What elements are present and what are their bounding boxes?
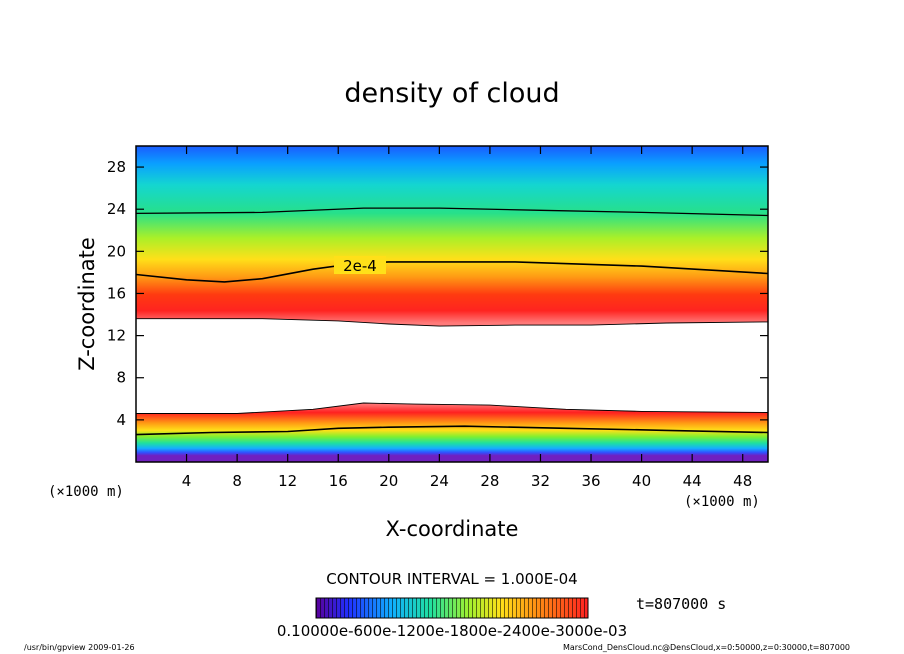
x-tick-label: 20 [379, 472, 398, 490]
x-tick-label: 16 [329, 472, 348, 490]
colorbar-stripes [316, 598, 588, 618]
y-axis: 4 8 12 16 20 24 28 [107, 158, 768, 429]
lower-contour-line [136, 425, 768, 436]
upper-cloud-layer [136, 146, 768, 327]
y-tick-label: 20 [107, 242, 126, 260]
x-tick-label: 36 [581, 472, 600, 490]
x-unit-left: (×1000 m) [48, 484, 124, 500]
y-tick-label: 4 [116, 411, 126, 429]
time-text: t=807000 s [636, 595, 726, 613]
x-axis: 4 8 12 16 20 24 28 32 36 40 44 48 [182, 146, 752, 490]
upper-cloud-bottom-boundary [136, 318, 768, 327]
plot-area [136, 146, 768, 462]
contour-label: 2e-4 [343, 257, 377, 275]
contour-interval-text: CONTOUR INTERVAL = 1.000E-04 [326, 570, 577, 588]
x-tick-label: 28 [480, 472, 499, 490]
footer-right: MarsCond_DensCloud.nc@DensCloud,x=0:5000… [563, 643, 850, 652]
x-tick-label: 8 [232, 472, 242, 490]
y-tick-label: 12 [107, 327, 126, 345]
y-tick-label: 8 [116, 369, 126, 387]
lower-cloud-top-boundary [136, 402, 768, 414]
plot-frame [135, 145, 769, 463]
x-tick-label: 24 [430, 472, 449, 490]
y-axis-label: Z-coordinate [75, 237, 99, 371]
y-tick-label: 24 [107, 200, 126, 218]
y-tick-label: 16 [107, 284, 126, 302]
x-tick-label: 40 [632, 472, 651, 490]
y-tick-label: 28 [107, 158, 126, 176]
x-tick-label: 12 [278, 472, 297, 490]
footer-left: /usr/bin/gpview 2009-01-26 [24, 643, 135, 652]
lower-cloud-layer [136, 403, 768, 462]
colorbar-tick-labels: 0.10000e-600e-1200e-1800e-2400e-3000e-03 [277, 622, 627, 640]
x-tick-label: 32 [531, 472, 550, 490]
contour-label-background [334, 256, 386, 274]
x-tick-label: 44 [683, 472, 702, 490]
x-tick-label: 4 [182, 472, 192, 490]
contour-line-2e-4 [136, 261, 768, 283]
x-unit-right: (×1000 m) [684, 494, 760, 510]
upper-contour-line [136, 207, 768, 217]
x-axis-label: X-coordinate [386, 517, 519, 541]
colorbar-frame [315, 597, 589, 619]
chart-title: density of cloud [344, 78, 559, 109]
x-tick-label: 48 [733, 472, 752, 490]
